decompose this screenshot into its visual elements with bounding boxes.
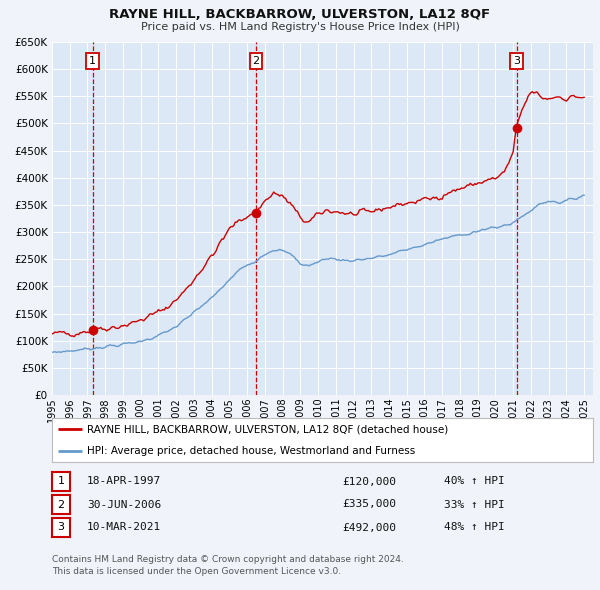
Text: £335,000: £335,000 bbox=[342, 500, 396, 510]
Text: £492,000: £492,000 bbox=[342, 523, 396, 533]
Text: RAYNE HILL, BACKBARROW, ULVERSTON, LA12 8QF (detached house): RAYNE HILL, BACKBARROW, ULVERSTON, LA12 … bbox=[87, 424, 448, 434]
Text: 3: 3 bbox=[513, 56, 520, 66]
Text: 1: 1 bbox=[89, 56, 96, 66]
Text: HPI: Average price, detached house, Westmorland and Furness: HPI: Average price, detached house, West… bbox=[87, 446, 415, 456]
Text: £120,000: £120,000 bbox=[342, 477, 396, 487]
Text: 30-JUN-2006: 30-JUN-2006 bbox=[87, 500, 161, 510]
Text: 1: 1 bbox=[58, 477, 65, 487]
Text: 3: 3 bbox=[58, 523, 65, 533]
Text: 33% ↑ HPI: 33% ↑ HPI bbox=[444, 500, 505, 510]
Text: RAYNE HILL, BACKBARROW, ULVERSTON, LA12 8QF: RAYNE HILL, BACKBARROW, ULVERSTON, LA12 … bbox=[109, 8, 491, 21]
Text: 18-APR-1997: 18-APR-1997 bbox=[87, 477, 161, 487]
Text: 2: 2 bbox=[253, 56, 260, 66]
Text: 40% ↑ HPI: 40% ↑ HPI bbox=[444, 477, 505, 487]
Text: 10-MAR-2021: 10-MAR-2021 bbox=[87, 523, 161, 533]
Text: Contains HM Land Registry data © Crown copyright and database right 2024.: Contains HM Land Registry data © Crown c… bbox=[52, 555, 404, 564]
Text: This data is licensed under the Open Government Licence v3.0.: This data is licensed under the Open Gov… bbox=[52, 567, 341, 576]
Text: 48% ↑ HPI: 48% ↑ HPI bbox=[444, 523, 505, 533]
Text: Price paid vs. HM Land Registry's House Price Index (HPI): Price paid vs. HM Land Registry's House … bbox=[140, 22, 460, 32]
Text: 2: 2 bbox=[58, 500, 65, 510]
